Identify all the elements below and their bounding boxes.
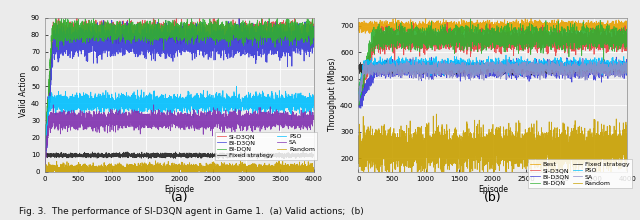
Text: (b): (b) bbox=[484, 191, 502, 204]
X-axis label: Episode: Episode bbox=[478, 185, 508, 194]
Y-axis label: Throughput (Mbps): Throughput (Mbps) bbox=[328, 58, 337, 131]
Text: (a): (a) bbox=[170, 191, 188, 204]
X-axis label: Episode: Episode bbox=[164, 185, 194, 194]
Legend: SI-D3QN, BI-D3QN, BI-DQN, Fixed strategy, PSO, SA, Random: SI-D3QN, BI-D3QN, BI-DQN, Fixed strategy… bbox=[214, 132, 317, 160]
Y-axis label: Valid Action: Valid Action bbox=[19, 72, 28, 117]
Text: Fig. 3.  The performance of SI-D3QN agent in Game 1.  (a) Valid actions;  (b): Fig. 3. The performance of SI-D3QN agent… bbox=[19, 207, 364, 216]
Legend: Best, SI-D3QN, BI-D3QN, BI-DQN, Fixed strategy, PSO, SA, Random: Best, SI-D3QN, BI-D3QN, BI-DQN, Fixed st… bbox=[528, 159, 632, 188]
